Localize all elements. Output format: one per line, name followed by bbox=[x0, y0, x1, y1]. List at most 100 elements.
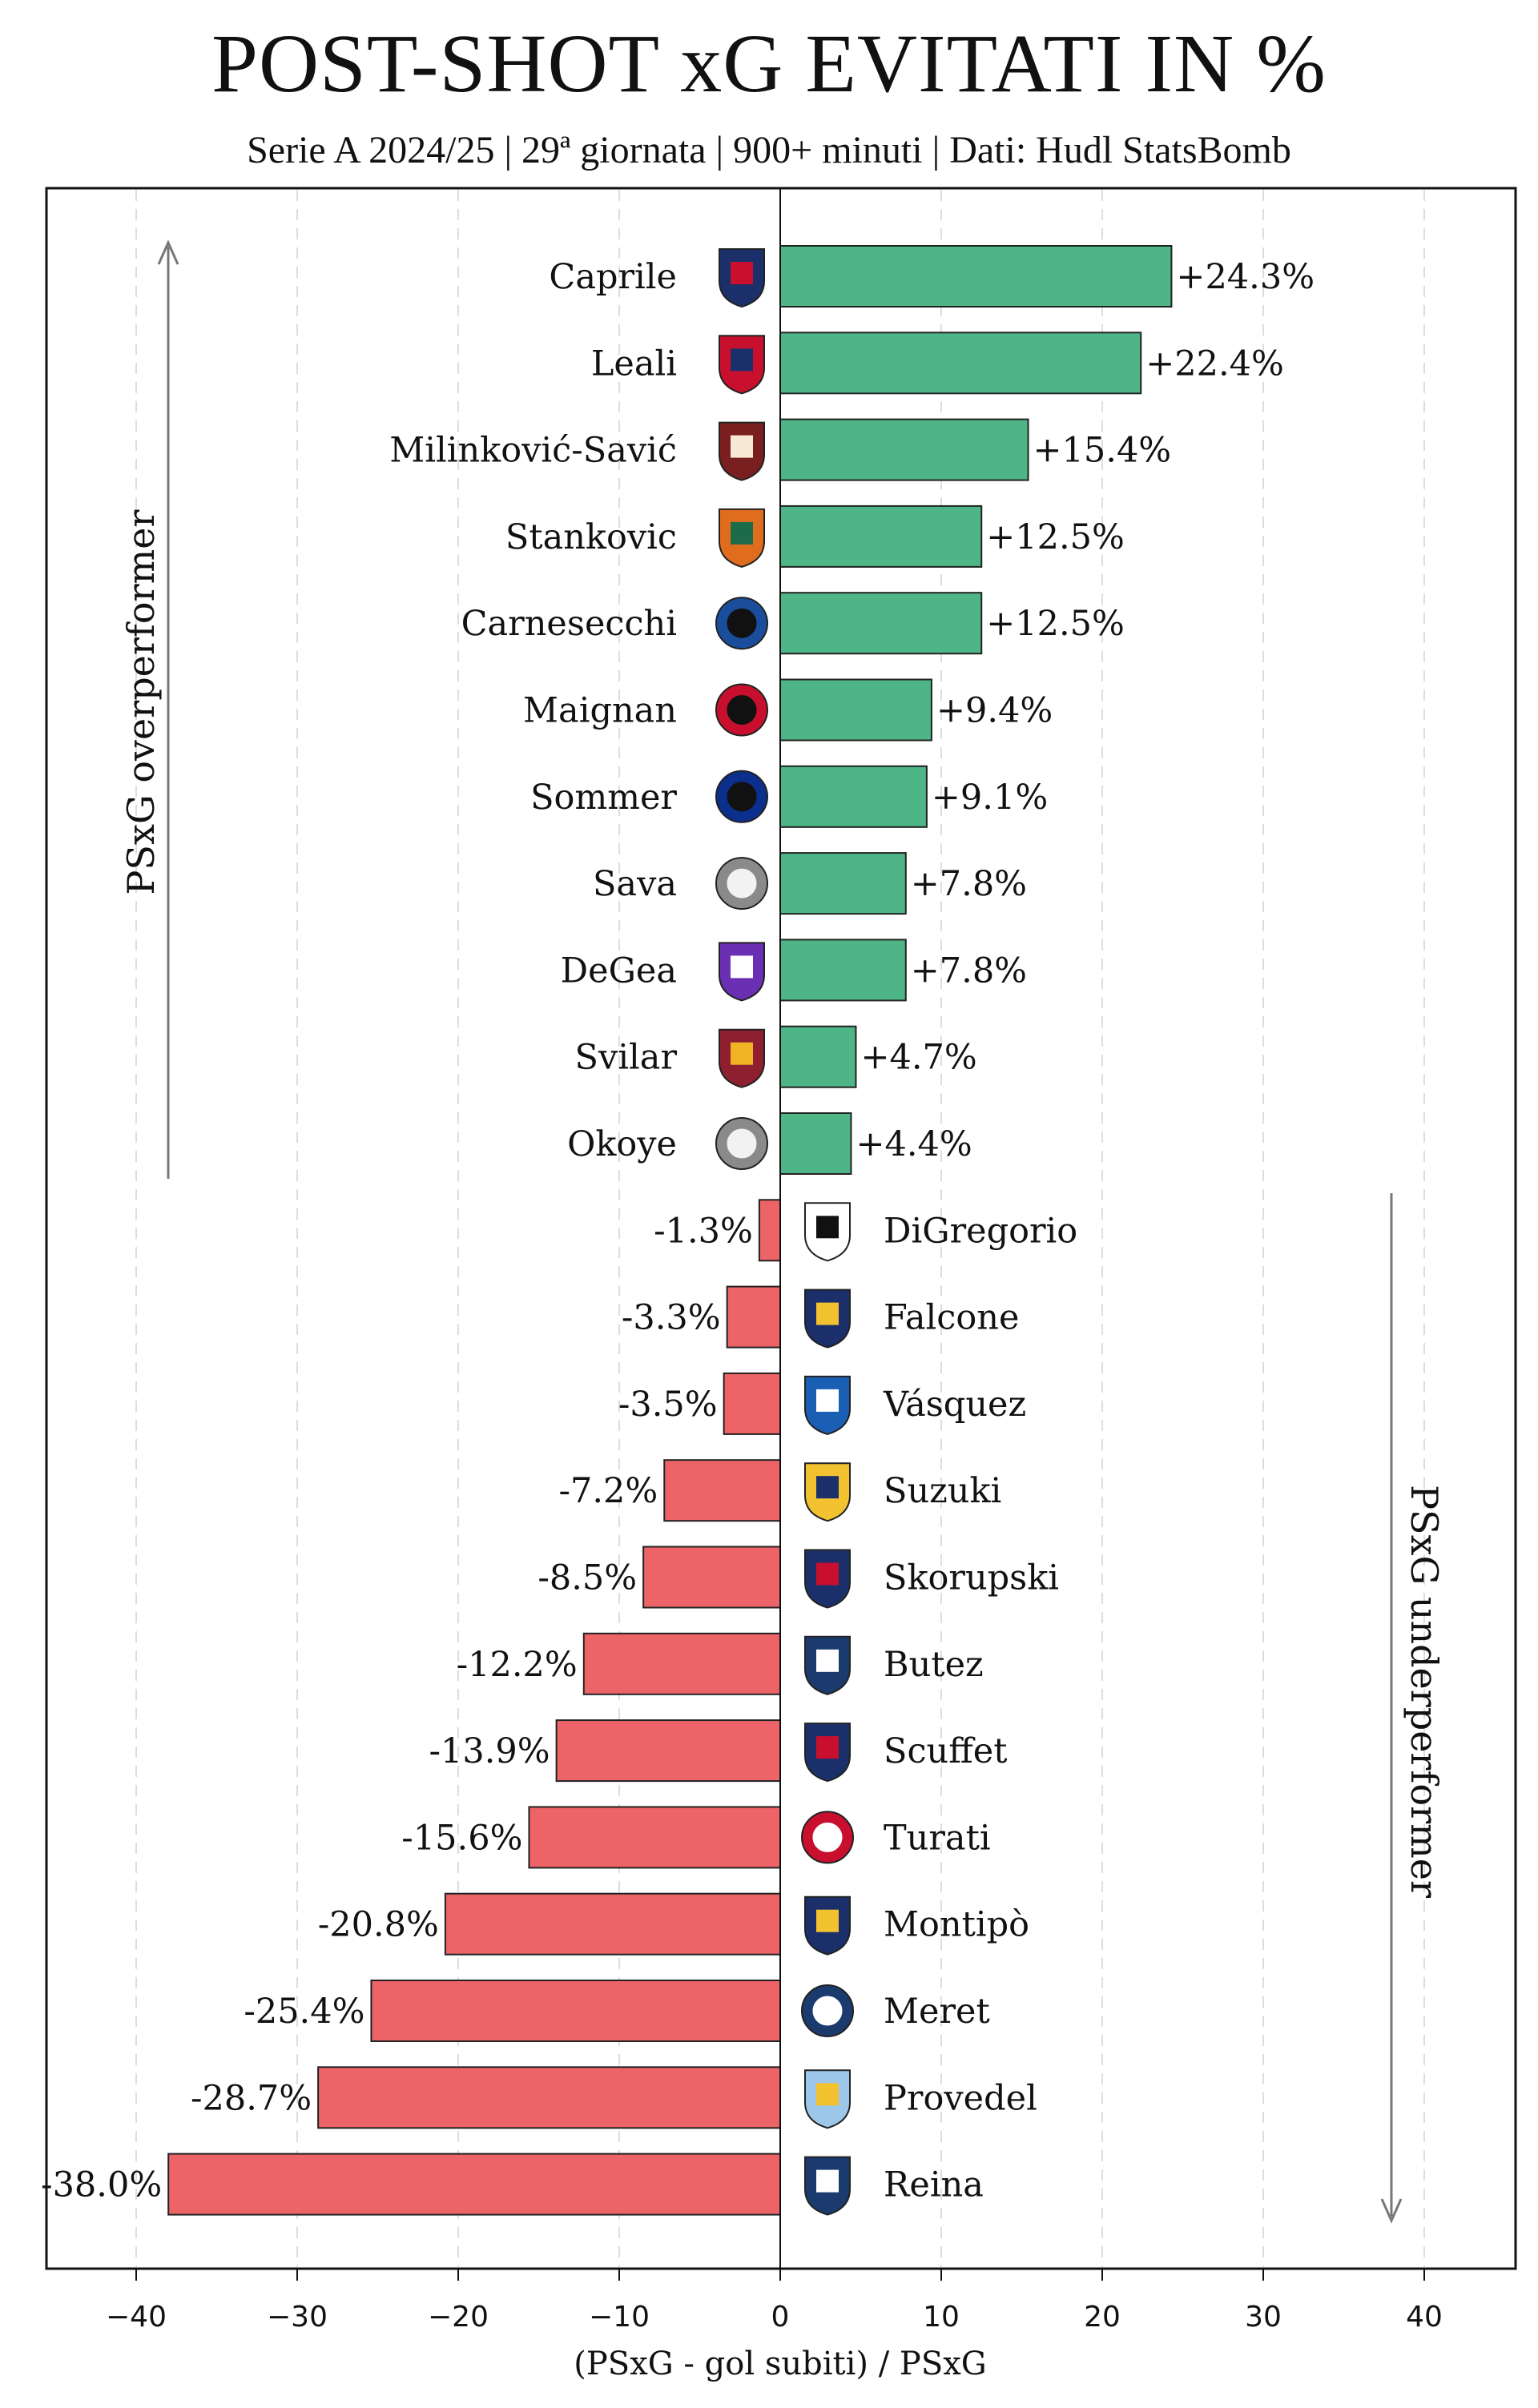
bar-16 bbox=[642, 1546, 782, 1609]
bar-18 bbox=[555, 1719, 781, 1783]
player-name: Stankovic bbox=[505, 517, 677, 557]
roma-logo-icon bbox=[719, 1028, 765, 1088]
bar-21 bbox=[370, 1980, 781, 2042]
bar-12 bbox=[758, 1199, 781, 1262]
value-label: +12.5% bbox=[986, 604, 1125, 644]
x-tick-label: 10 bbox=[923, 2301, 960, 2334]
venezia-logo-icon bbox=[719, 508, 765, 568]
value-label: -1.3% bbox=[654, 1211, 753, 1251]
x-tick-label: −30 bbox=[267, 2301, 328, 2334]
player-name: DeGea bbox=[561, 951, 677, 991]
x-tick-label: 0 bbox=[771, 2301, 790, 2334]
inter-logo-icon bbox=[715, 770, 768, 823]
bars-group bbox=[167, 245, 1173, 2216]
value-label: +4.7% bbox=[860, 1038, 976, 1078]
value-label: -25.4% bbox=[244, 1992, 364, 2032]
player-name: Butez bbox=[884, 1645, 984, 1685]
x-tick-label: −20 bbox=[428, 2301, 489, 2334]
value-label: +9.1% bbox=[932, 778, 1048, 818]
value-label: +12.5% bbox=[986, 517, 1125, 557]
player-name: Turati bbox=[884, 1818, 991, 1858]
chart-subtitle: Serie A 2024/25 | 29ª giornata | 900+ mi… bbox=[247, 129, 1291, 171]
bar-5 bbox=[779, 592, 983, 655]
player-name: Caprile bbox=[549, 257, 677, 297]
x-tick-label: −40 bbox=[106, 2301, 167, 2334]
cagliari-logo-icon bbox=[804, 1723, 851, 1783]
bar-20 bbox=[444, 1892, 781, 1956]
value-label: +9.4% bbox=[936, 691, 1053, 731]
player-name: Okoye bbox=[567, 1124, 677, 1164]
bar-13 bbox=[726, 1285, 781, 1349]
player-name: Leali bbox=[591, 344, 677, 384]
bar-19 bbox=[528, 1806, 781, 1869]
x-tick-label: −10 bbox=[589, 2301, 650, 2334]
bar-17 bbox=[582, 1632, 782, 1695]
value-label: -20.8% bbox=[318, 1905, 439, 1945]
udinese-logo-icon bbox=[715, 857, 768, 911]
bar-4 bbox=[779, 505, 983, 568]
overperformer-arrow-head bbox=[157, 239, 179, 265]
value-label: -3.3% bbox=[622, 1298, 721, 1338]
overperformer-annotation: PSxG overperformer bbox=[119, 510, 163, 895]
player-name: DiGregorio bbox=[884, 1211, 1077, 1251]
player-name: Scuffet bbox=[884, 1731, 1008, 1771]
player-name: Carnesecchi bbox=[461, 604, 677, 644]
value-label: -15.6% bbox=[401, 1818, 522, 1858]
underperformer-annotation: PSxG underperformer bbox=[1403, 1485, 1446, 1898]
napoli-logo-icon bbox=[801, 1984, 854, 2037]
torino-logo-icon bbox=[719, 421, 765, 481]
player-name: Skorupski bbox=[884, 1558, 1059, 1598]
player-name: Vásquez bbox=[883, 1385, 1026, 1425]
value-label: -8.5% bbox=[537, 1558, 637, 1598]
value-label: +7.8% bbox=[911, 951, 1027, 991]
bar-10 bbox=[779, 1025, 857, 1088]
bar-2 bbox=[779, 332, 1142, 395]
bar-15 bbox=[663, 1459, 782, 1522]
value-label: -12.2% bbox=[457, 1645, 578, 1685]
x-tick-label: 30 bbox=[1245, 2301, 1282, 2334]
milan-logo-icon bbox=[715, 683, 768, 737]
x-tick-label: 40 bbox=[1406, 2301, 1443, 2334]
lecce-logo-icon bbox=[804, 1288, 851, 1349]
player-name: Sava bbox=[593, 864, 677, 904]
bar-9 bbox=[779, 939, 907, 1002]
genoa-logo-icon bbox=[719, 335, 765, 395]
lazio-logo-icon bbox=[804, 2069, 851, 2129]
como-logo-icon bbox=[804, 2156, 851, 2216]
player-name: Suzuki bbox=[884, 1471, 1001, 1511]
x-tick-label: 20 bbox=[1084, 2301, 1121, 2334]
value-label: +24.3% bbox=[1176, 257, 1315, 297]
x-axis-label: (PSxG - gol subiti) / PSxG bbox=[574, 2346, 986, 2382]
bar-1 bbox=[779, 245, 1173, 308]
fiorentina-logo-icon bbox=[719, 942, 765, 1002]
player-name: Maignan bbox=[523, 691, 677, 731]
juventus-logo-icon bbox=[804, 1202, 851, 1262]
value-label: +22.4% bbox=[1145, 344, 1284, 384]
player-name: Meret bbox=[884, 1992, 990, 2032]
chart-title: POST-SHOT xG EVITATI IN % bbox=[211, 18, 1327, 110]
labels-group: +24.3% Caprile +22.4% Leali +15.4% Milinković… bbox=[41, 257, 1315, 2205]
x-axis-ticks: −40 −30 −20 −10 0 10 20 30 40 bbox=[106, 2269, 1443, 2334]
atalanta-logo-icon bbox=[715, 597, 768, 650]
value-label: +7.8% bbox=[911, 864, 1027, 904]
value-label: -3.5% bbox=[618, 1385, 718, 1425]
player-name: Montipò bbox=[884, 1905, 1029, 1945]
parma-logo-icon bbox=[804, 1462, 851, 1522]
player-name: Milinković-Savić bbox=[389, 431, 677, 471]
player-name: Reina bbox=[884, 2165, 984, 2205]
monza-logo-icon bbox=[801, 1811, 854, 1864]
empoli-logo-icon bbox=[804, 1375, 851, 1435]
bar-11 bbox=[779, 1112, 852, 1175]
bar-22 bbox=[317, 2066, 781, 2129]
value-label: -7.2% bbox=[558, 1471, 658, 1511]
player-name: Sommer bbox=[530, 778, 677, 818]
club-logos-group bbox=[715, 248, 854, 2216]
como-logo-icon bbox=[804, 1635, 851, 1695]
value-label: +15.4% bbox=[1033, 431, 1172, 471]
bar-6 bbox=[779, 678, 932, 742]
bologna-logo-icon bbox=[804, 1549, 851, 1609]
bar-14 bbox=[723, 1372, 782, 1435]
cagliari-logo-icon bbox=[719, 248, 765, 308]
udinese-logo-icon bbox=[715, 1117, 768, 1170]
